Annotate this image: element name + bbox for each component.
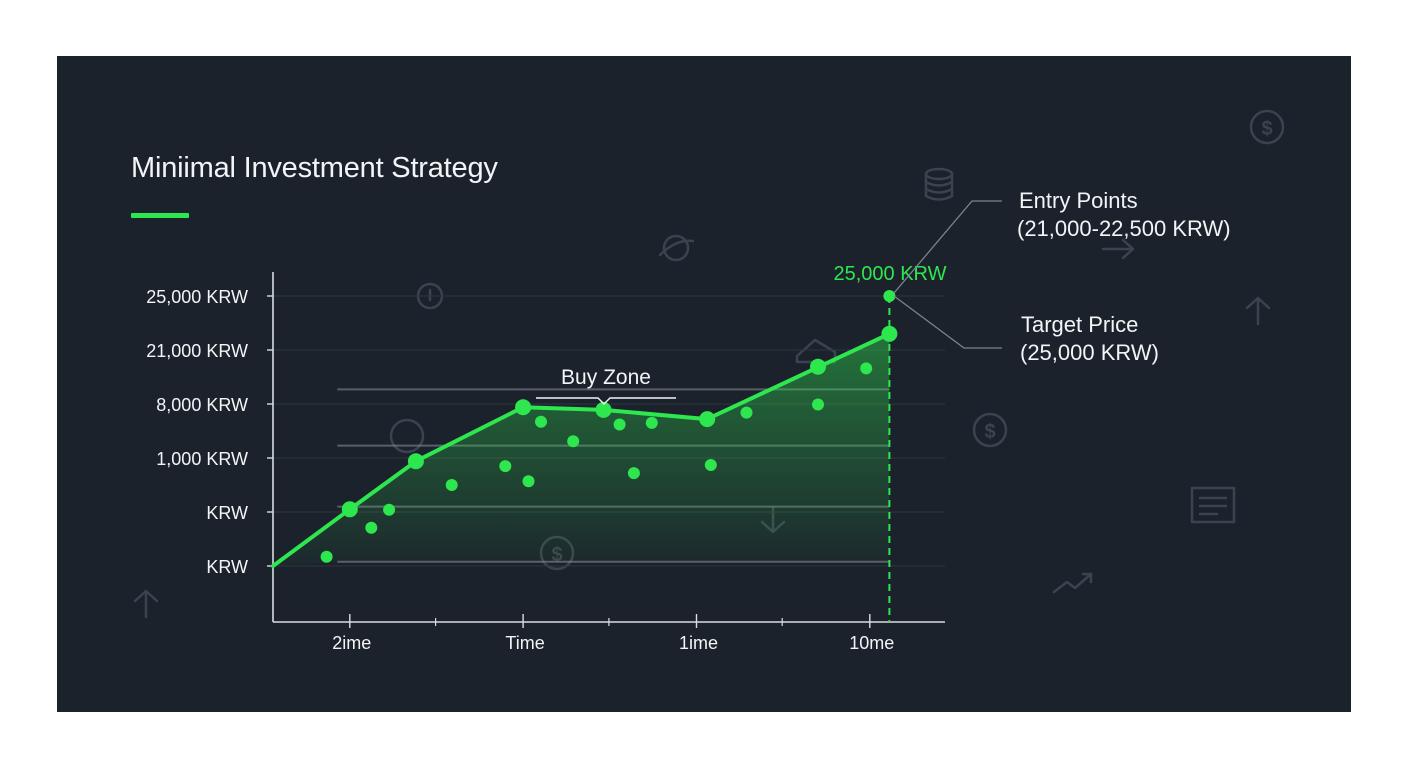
scatter-point (740, 406, 753, 419)
x-tick-labels: 2ime Time 1ime 10me (332, 633, 894, 653)
tag-icon (795, 338, 837, 364)
y-tick-label: 21,000 KRW (146, 341, 248, 361)
line-marker-point (407, 453, 424, 470)
y-tick-label: KRW (206, 557, 248, 577)
chart-panel: Miniimal Investment Strategy $ (57, 56, 1351, 712)
scatter-point (627, 467, 640, 480)
target-value-label: 25,000 KRW (833, 263, 946, 285)
y-tick-label: 1,000 KRW (156, 449, 248, 469)
x-tick-label: 1ime (679, 633, 718, 653)
title-underline (131, 213, 189, 218)
line-marker-point (515, 399, 532, 416)
entry-points-leader (893, 200, 1002, 294)
x-tick-label: 10me (849, 633, 894, 653)
svg-text:$: $ (984, 421, 995, 443)
scatter-point (522, 475, 535, 488)
svg-text:$: $ (1261, 118, 1272, 140)
scatter-point (499, 460, 512, 473)
x-tick-label: Time (505, 633, 544, 653)
entry-points-range: (21,000-22,500 KRW) (1017, 216, 1231, 241)
y-tick-label: KRW (206, 503, 248, 523)
line-marker-point (699, 411, 716, 428)
scatter-point (860, 362, 873, 375)
y-tick-label: 25,000 KRW (146, 287, 248, 307)
scatter-point (567, 435, 580, 448)
scatter-point (613, 418, 626, 431)
buy-zone-label: Buy Zone (561, 366, 651, 389)
scatter-point (445, 479, 458, 491)
scatter-point (383, 503, 396, 516)
planet-icon (658, 234, 695, 262)
scatter-point (320, 550, 333, 563)
target-price-leader (893, 295, 1002, 349)
page-title: Miniimal Investment Strategy (131, 152, 498, 184)
chart: $ $ $ (133, 109, 1285, 653)
y-tick-labels: 25,000 KRW 21,000 KRW 8,000 KRW 1,000 KRW KR… (146, 287, 248, 577)
scatter-point (535, 415, 547, 428)
dollar-icon: $ (1249, 109, 1285, 145)
x-tick-label: 2ime (332, 633, 371, 653)
arrow-up-icon (133, 589, 159, 619)
line-marker-point (810, 358, 826, 375)
entry-points-title: Entry Points (1019, 188, 1138, 213)
line-marker-point (595, 401, 612, 418)
area-fill (273, 333, 890, 566)
scatter-point (704, 459, 717, 471)
buy-zone-bracket (536, 397, 676, 405)
scatter-point (365, 521, 378, 534)
scatter-point (812, 398, 824, 411)
area-fill-path (273, 333, 890, 566)
arrow-right-icon (1101, 238, 1135, 260)
scatter-point (645, 416, 658, 429)
target-price-value: (25,000 KRW) (1020, 340, 1159, 365)
target-price-title: Target Price (1021, 312, 1138, 337)
dollar-icon: $ (972, 412, 1008, 448)
y-tick-label: 8,000 KRW (156, 395, 248, 415)
document-icon (1190, 486, 1236, 524)
dollar-icon (389, 418, 425, 454)
line-marker-point (341, 501, 358, 518)
buy-zone-annotation: Buy Zone (536, 366, 676, 405)
trend-up-icon (1052, 572, 1093, 594)
coins-icon (924, 167, 954, 201)
data-points (320, 290, 898, 563)
arrow-up-icon (1245, 296, 1271, 326)
